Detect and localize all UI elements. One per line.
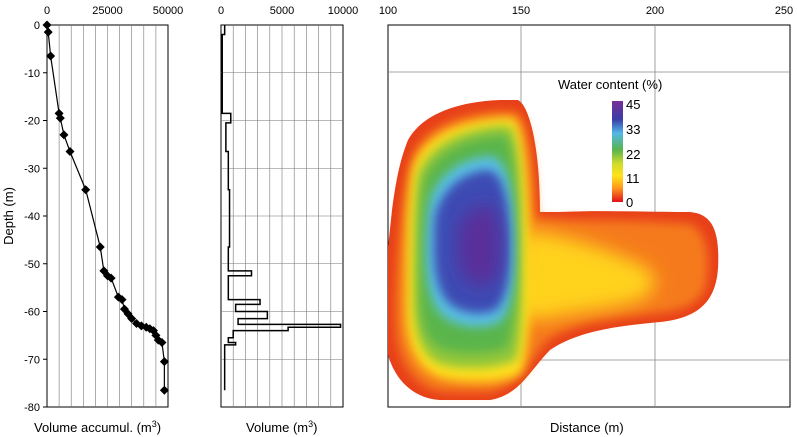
colorbar-tick-33: 33 [626,122,640,137]
water-content-heatmap [388,100,719,400]
data-point-marker [106,273,116,283]
colorbar-tick-0: 0 [626,195,633,210]
colorbar-tick-11: 11 [626,171,640,186]
panel2-x-axis-label: Volume (m3) [246,419,318,435]
panel2-xtick-1: 5000 [270,5,294,17]
panel1-ytick-labels: 0 -10 -20 -30 -40 -50 -60 -70 -80 [24,20,40,414]
panel2-xtick-0: 0 [218,5,224,17]
data-point-marker [127,314,137,324]
series-volume [221,25,342,391]
heatmap-zone-purple [457,205,501,287]
panel1-ytick-label: -40 [24,211,40,223]
panel3-xtick-2: 200 [646,5,664,17]
panel1-ytick-label: 0 [34,20,40,32]
colorbar-tick-22: 22 [626,147,640,162]
panel1-ytick-label: -20 [24,116,40,128]
panel3-xtick-3: 250 [775,5,793,17]
colorbar-title: Water content (%) [558,77,662,92]
panel1-xtick-0: 0 [44,5,50,17]
data-point-marker [43,27,53,37]
panel1-ytick-label: -60 [24,307,40,319]
data-point-marker [117,295,127,305]
heatmap-zone-yellow-lobe [518,230,655,321]
panel2-xtick-2: 10000 [328,5,359,17]
panel1-xtick-2: 50000 [153,5,184,17]
panel-water-content: 100 150 200 250 Distance (m) Water conte… [379,5,793,435]
data-point-marker [42,20,52,30]
data-point-marker [95,242,105,252]
panel-volume: 0 5000 10000 Volume (m3) [218,5,358,435]
panel1-ytick-label: -10 [24,68,40,80]
panel1-ytick-label: -50 [24,259,40,271]
panel3-x-axis-label: Distance (m) [550,420,624,435]
panel1-ticks [43,24,47,408]
data-point-marker [81,185,91,195]
data-point-marker [159,385,169,395]
panel1-ytick-label: -80 [24,402,40,414]
data-point-marker [59,130,69,140]
panel1-ytick-label: -30 [24,163,40,175]
colorbar-tick-45: 45 [626,97,640,112]
panel3-xtick-0: 100 [379,5,397,17]
series-markers [42,20,169,395]
data-point-marker [157,338,167,348]
panel1-grid [58,25,157,407]
data-point-marker [55,113,65,123]
panel1-ytick-label: -70 [24,354,40,366]
panel1-xtick-1: 25000 [92,5,123,17]
data-point-marker [65,147,75,157]
colorbar: Water content (%) 45 33 22 11 0 [558,77,662,210]
data-point-marker [46,51,56,61]
panel-accumulated-volume: 0 25000 50000 0-10-20-30-40-50-60-70-80 … [1,5,183,435]
colorbar-gradient [612,101,623,202]
series-accumulated-volume [46,24,165,391]
y-axis-label: Depth (m) [1,187,16,245]
panel2-grid [221,25,343,407]
data-point-marker [159,357,169,367]
panel3-xtick-1: 150 [512,5,530,17]
panel1-x-axis-label: Volume accumul. (m3) [34,419,161,435]
